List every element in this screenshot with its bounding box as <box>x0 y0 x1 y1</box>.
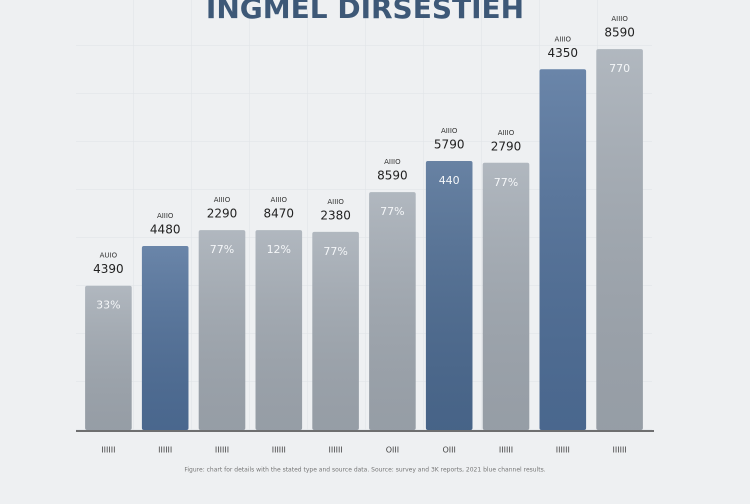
bar-small-label: AIIIO <box>611 15 628 23</box>
bar-small-label: AIIIO <box>327 198 344 206</box>
x-tick-label: IIIIII <box>613 446 627 455</box>
bar-top-label: 4350 <box>548 46 579 60</box>
bar-top-label: 8470 <box>264 207 295 221</box>
footnote: Figure: chart for details with the state… <box>184 467 545 474</box>
bar-shade <box>369 192 416 430</box>
bar-shade <box>141 245 189 430</box>
bar-inner-label: 770 <box>609 62 630 75</box>
bar-inner-label: 12% <box>267 243 291 256</box>
x-tick-label: IIIIII <box>158 446 172 455</box>
bar-top-label: 4390 <box>93 262 124 276</box>
bar-inner-label: 440 <box>439 174 460 187</box>
bar-small-label: AIIIO <box>214 196 231 204</box>
x-tick-label: IIIIII <box>329 446 343 455</box>
bar-top-label: 2380 <box>320 208 351 222</box>
bar-top-label: 4480 <box>150 222 181 236</box>
bar-shade <box>85 285 132 430</box>
bar-inner-label: 77% <box>323 245 347 258</box>
bar-shade <box>482 162 530 430</box>
bar-small-label: AUIO <box>100 252 118 260</box>
bar-inner-label: 33% <box>96 299 120 312</box>
bar-small-label: AIIIO <box>555 35 572 43</box>
x-tick-label: IIIIII <box>272 446 286 455</box>
bar-small-label: AIIIO <box>271 196 288 204</box>
bar-top-label: 8590 <box>604 26 635 40</box>
bar-top-label: 2290 <box>207 207 238 221</box>
bar-top-label: 8590 <box>377 169 408 183</box>
x-tick-label: IIIIII <box>499 446 513 455</box>
bar-shade <box>312 231 359 430</box>
x-tick-label: OIII <box>443 446 456 455</box>
bar-shade <box>539 69 587 430</box>
bar-inner-label: 77% <box>210 243 234 256</box>
x-tick-label: IIIIII <box>101 446 115 455</box>
bar-small-label: AIIIO <box>441 127 458 135</box>
bar-small-label: AIIIO <box>384 158 401 166</box>
bar-shade <box>596 49 643 431</box>
bar-top-label: 2790 <box>491 139 522 153</box>
bar-shade <box>425 160 473 430</box>
bar-small-label: AIIIO <box>498 129 515 137</box>
bar-inner-label: 77% <box>494 176 518 189</box>
x-tick-label: IIIIII <box>215 446 229 455</box>
bar-top-label: 5790 <box>434 137 465 151</box>
x-tick-label: OIII <box>386 446 399 455</box>
x-tick-label: IIIIII <box>556 446 570 455</box>
bar-shade <box>198 230 246 430</box>
chart-title: INGMEL DIRSESTIEH <box>206 0 524 25</box>
bar-small-label: AIIIO <box>157 212 174 220</box>
bar-inner-label: 77% <box>380 205 404 218</box>
bar-shade <box>255 230 303 430</box>
